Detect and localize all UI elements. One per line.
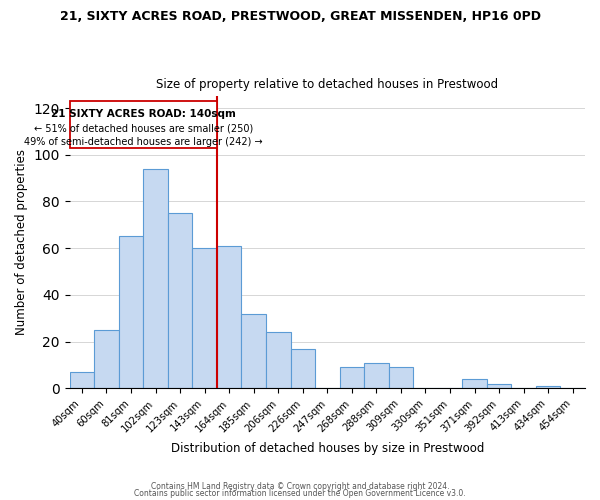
Bar [290,348,315,389]
Bar [119,236,143,388]
Bar [462,379,487,388]
Title: Size of property relative to detached houses in Prestwood: Size of property relative to detached ho… [156,78,499,91]
Text: Contains HM Land Registry data © Crown copyright and database right 2024.: Contains HM Land Registry data © Crown c… [151,482,449,491]
Bar [217,246,241,388]
Bar [193,248,217,388]
Bar [389,368,413,388]
Bar [487,384,511,388]
Text: 49% of semi-detached houses are larger (242) →: 49% of semi-detached houses are larger (… [24,137,263,147]
Bar [94,330,119,388]
Bar [168,213,193,388]
FancyBboxPatch shape [70,101,217,148]
Text: 21 SIXTY ACRES ROAD: 140sqm: 21 SIXTY ACRES ROAD: 140sqm [51,109,236,119]
X-axis label: Distribution of detached houses by size in Prestwood: Distribution of detached houses by size … [170,442,484,455]
Bar [340,368,364,388]
Text: ← 51% of detached houses are smaller (250): ← 51% of detached houses are smaller (25… [34,123,253,133]
Text: 21, SIXTY ACRES ROAD, PRESTWOOD, GREAT MISSENDEN, HP16 0PD: 21, SIXTY ACRES ROAD, PRESTWOOD, GREAT M… [59,10,541,23]
Bar [70,372,94,388]
Bar [364,362,389,388]
Bar [266,332,290,388]
Bar [241,314,266,388]
Y-axis label: Number of detached properties: Number of detached properties [15,150,28,336]
Bar [536,386,560,388]
Text: Contains public sector information licensed under the Open Government Licence v3: Contains public sector information licen… [134,490,466,498]
Bar [143,168,168,388]
